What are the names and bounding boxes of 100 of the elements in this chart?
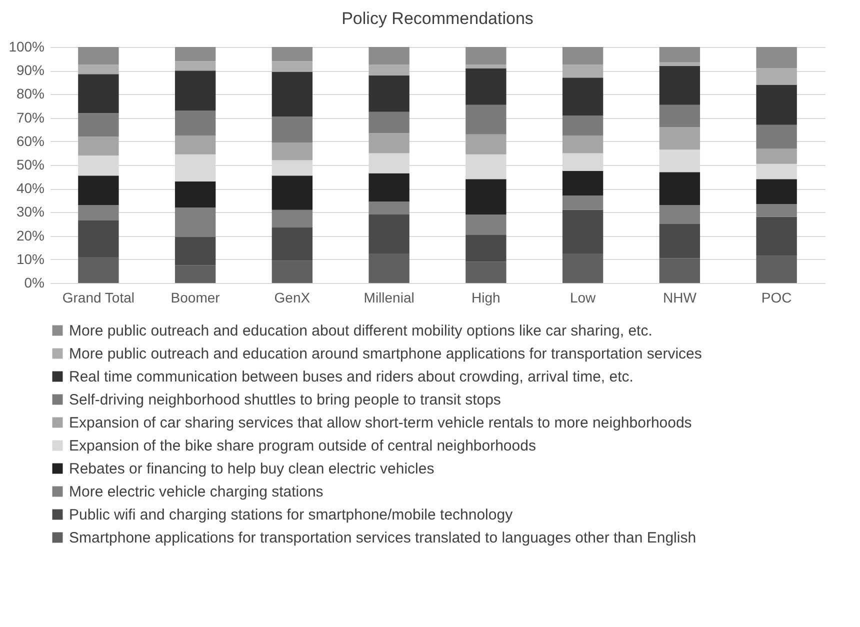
bar — [368, 214, 410, 254]
bar — [756, 204, 797, 217]
bar — [756, 148, 797, 164]
bar — [78, 205, 119, 220]
y-tick-label: 50% — [16, 156, 44, 172]
bar — [272, 210, 313, 228]
bar — [562, 47, 604, 65]
bar — [562, 136, 604, 154]
x-tick-label: High — [472, 290, 500, 306]
bar — [368, 64, 410, 76]
bar — [659, 127, 700, 150]
bar — [368, 202, 410, 215]
bar — [466, 68, 506, 105]
bar — [466, 47, 506, 65]
x-tick-label: NHW — [662, 290, 698, 306]
y-tick-label: 10% — [16, 250, 44, 267]
bar — [659, 224, 700, 258]
bar — [756, 216, 797, 256]
bar — [78, 64, 119, 74]
chart-title: Policy Recommendations — [342, 9, 534, 28]
legend-label: Self-driving neighborhood shuttles to bring people to transit stops — [69, 392, 501, 408]
y-tick-label: 60% — [16, 132, 44, 149]
bar — [368, 47, 410, 65]
bar — [174, 47, 216, 62]
legend-label: Expansion of car sharing services that allow short-term vehicle rentals to more neighborhoods — [69, 414, 692, 432]
x-tick-label: POC — [761, 290, 792, 306]
legend-label: Public wifi and charging stations for smartphone/mobile technology — [69, 506, 514, 524]
bar — [659, 172, 700, 206]
legend-label: Smartphone applications for transportation services translated to languages other than English — [69, 530, 696, 546]
y-tick-label: 90% — [16, 62, 44, 78]
y-tick-label: 30% — [16, 204, 44, 220]
bar — [272, 116, 313, 143]
bar — [466, 214, 506, 235]
bar — [756, 256, 797, 283]
y-tick-label: 20% — [16, 227, 44, 244]
bar — [78, 47, 119, 65]
bar — [272, 142, 313, 160]
x-tick-label: GenX — [274, 290, 311, 306]
bar — [659, 258, 700, 283]
bar — [78, 74, 119, 114]
bar — [174, 61, 216, 71]
bar — [756, 179, 797, 204]
bar — [756, 124, 797, 148]
x-tick-label: Grand Total — [62, 290, 134, 306]
bar — [562, 78, 604, 116]
bar — [78, 257, 119, 283]
legend-label: More electric vehicle charging stations — [69, 484, 324, 500]
legend-label: Rebates or financing to help buy clean electric vehicles — [69, 460, 434, 478]
bar — [562, 254, 604, 283]
bar — [174, 110, 216, 136]
bar — [368, 254, 410, 283]
bar — [562, 115, 604, 136]
bar — [466, 134, 506, 154]
bar — [272, 47, 313, 62]
bar — [466, 179, 506, 215]
bar — [368, 173, 410, 202]
bar — [272, 176, 313, 210]
y-tick-label: 100% — [8, 38, 44, 54]
bar — [368, 75, 410, 112]
bar — [562, 64, 604, 78]
legend-label: Real time communication between buses and riders about crowding, arrival time, etc. — [69, 368, 634, 386]
bar — [659, 104, 700, 128]
x-tick-label: Boomer — [170, 290, 220, 306]
bar — [659, 47, 700, 62]
bar — [174, 136, 216, 154]
bar — [756, 68, 797, 85]
x-tick-label: Millenial — [364, 290, 414, 306]
x-tick-label: Low — [570, 290, 597, 306]
bar — [659, 66, 700, 105]
bar — [174, 207, 216, 237]
bar — [272, 72, 313, 117]
y-tick-label: 80% — [16, 86, 44, 102]
bar — [756, 84, 797, 125]
bar — [368, 133, 410, 154]
bar — [756, 47, 797, 68]
y-tick-label: 70% — [16, 109, 44, 126]
bar — [659, 205, 700, 224]
bar — [562, 196, 604, 210]
bar — [174, 70, 216, 111]
bar — [466, 104, 506, 134]
y-tick-label: 0% — [24, 274, 44, 290]
bar — [78, 220, 119, 258]
bar — [272, 260, 313, 283]
bar — [272, 228, 313, 261]
bar — [659, 62, 700, 66]
bar — [562, 210, 604, 254]
y-tick-label: 40% — [16, 180, 44, 196]
bar — [174, 182, 216, 208]
bar — [78, 176, 119, 206]
legend-label: Expansion of the bike share program outside of central neighborhoods — [69, 438, 536, 454]
bar — [78, 113, 119, 137]
bar — [78, 136, 119, 156]
bar — [368, 112, 410, 134]
legend-label: More public outreach and education around smartphone applications for transportation services — [69, 346, 702, 362]
bar — [562, 170, 604, 196]
bar — [174, 236, 216, 266]
bar — [466, 234, 506, 262]
legend-label: More public outreach and education about different mobility options like car sharing, etc. — [69, 322, 652, 340]
bar — [174, 265, 216, 283]
bar — [272, 61, 313, 72]
